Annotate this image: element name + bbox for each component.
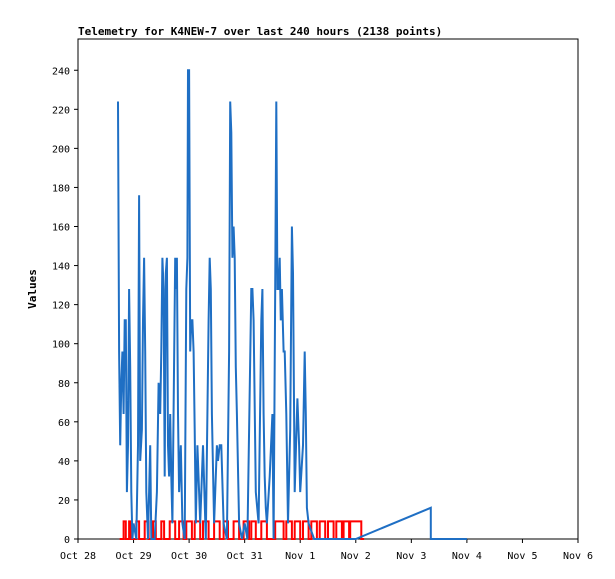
y-tick-label: 180 (52, 183, 70, 194)
x-tick-label: Nov 3 (396, 551, 426, 562)
y-tick-label: 120 (52, 301, 70, 312)
y-tick-label: 140 (52, 262, 70, 273)
x-tick-label: Nov 6 (563, 551, 593, 562)
plot-frame (77, 38, 579, 540)
series-line-1 (119, 520, 365, 540)
x-tick-label: Nov 2 (341, 551, 371, 562)
y-tick-label: 100 (52, 340, 70, 351)
x-tick-label: Nov 1 (285, 551, 315, 562)
x-tick-label: Oct 29 (115, 551, 151, 562)
y-tick-label: 220 (52, 105, 70, 116)
y-tick-label: 0 (64, 535, 70, 546)
y-tick-label: 160 (52, 223, 70, 234)
series-line-2 (117, 69, 467, 540)
y-tick-label: 240 (52, 66, 70, 77)
x-tick-label: Oct 30 (171, 551, 207, 562)
y-tick-label: 200 (52, 144, 70, 155)
y-tick-label: 80 (58, 379, 70, 390)
x-tick-label: Nov 4 (452, 551, 482, 562)
x-axis: Oct 28 Oct 29 Oct 30 Oct 31 Nov 1 Nov 2 Nov 3 N… (60, 539, 593, 562)
y-tick-label: 60 (58, 418, 70, 429)
x-tick-label: Nov 5 (507, 551, 537, 562)
chart-title: Telemetry for K4NEW-7 over last 240 hour… (78, 25, 442, 38)
plot-area (117, 69, 467, 540)
y-axis-label: Values (26, 269, 39, 309)
y-axis: 0 20 40 60 80 100 120 140 160 180 200 220 240 (52, 66, 78, 546)
y-tick-label: 20 (58, 496, 70, 507)
x-tick-label: Oct 28 (60, 551, 96, 562)
y-tick-label: 40 (58, 457, 70, 468)
x-tick-label: Oct 31 (227, 551, 263, 562)
